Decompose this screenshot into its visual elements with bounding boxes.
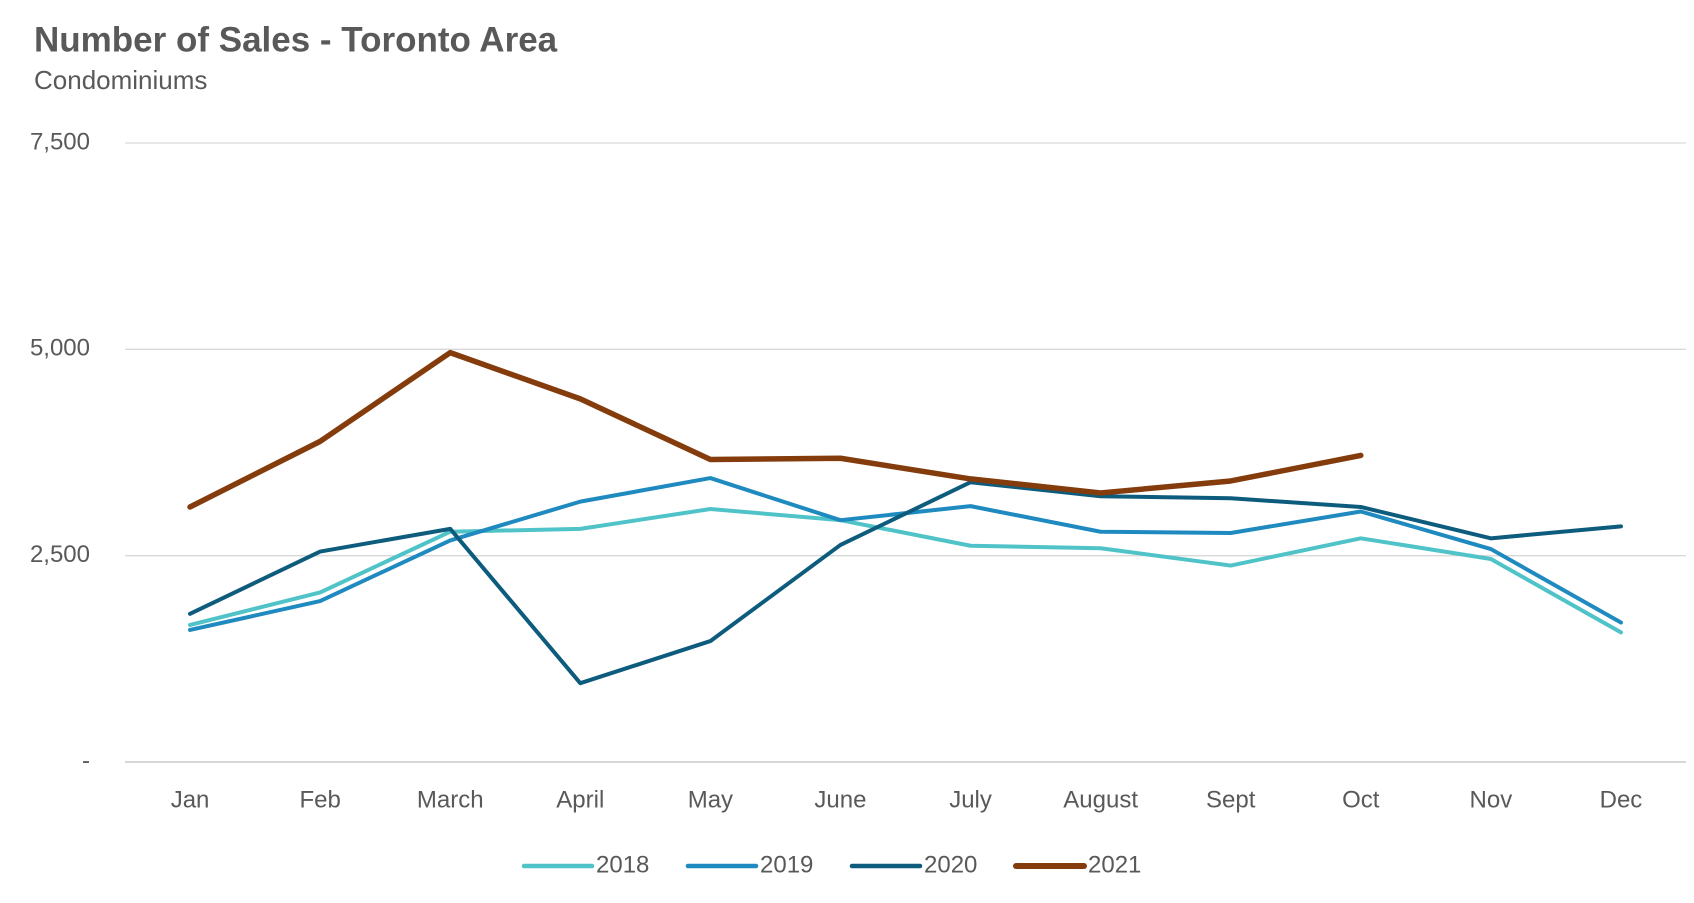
- y-tick-label: -: [82, 747, 90, 774]
- chart-subtitle: Condominiums: [34, 65, 207, 95]
- y-tick-label: 7,500: [30, 128, 90, 155]
- series-line: [187, 349, 1364, 510]
- x-tick-label: May: [688, 786, 733, 813]
- series-line: [188, 507, 1623, 635]
- legend-label: 2019: [760, 851, 813, 878]
- x-tick-label: June: [814, 786, 866, 813]
- legend-label: 2020: [924, 851, 977, 878]
- x-tick-label: April: [556, 786, 604, 813]
- y-tick-label: 2,500: [30, 541, 90, 568]
- chart-title: Number of Sales - Toronto Area: [34, 20, 558, 59]
- y-tick-label: 5,000: [30, 335, 90, 362]
- x-tick-label: Nov: [1470, 786, 1513, 813]
- x-tick-label: March: [417, 786, 484, 813]
- x-tick-label: Sept: [1206, 786, 1256, 813]
- x-tick-label: Dec: [1600, 786, 1643, 813]
- x-tick-label: Oct: [1342, 786, 1380, 813]
- x-tick-label: August: [1063, 786, 1138, 813]
- legend-label: 2018: [596, 851, 649, 878]
- legend-label: 2021: [1088, 851, 1141, 878]
- x-tick-label: Jan: [171, 786, 210, 813]
- x-tick-label: Feb: [299, 786, 340, 813]
- series-line: [188, 480, 1623, 686]
- x-tick-label: July: [949, 786, 992, 813]
